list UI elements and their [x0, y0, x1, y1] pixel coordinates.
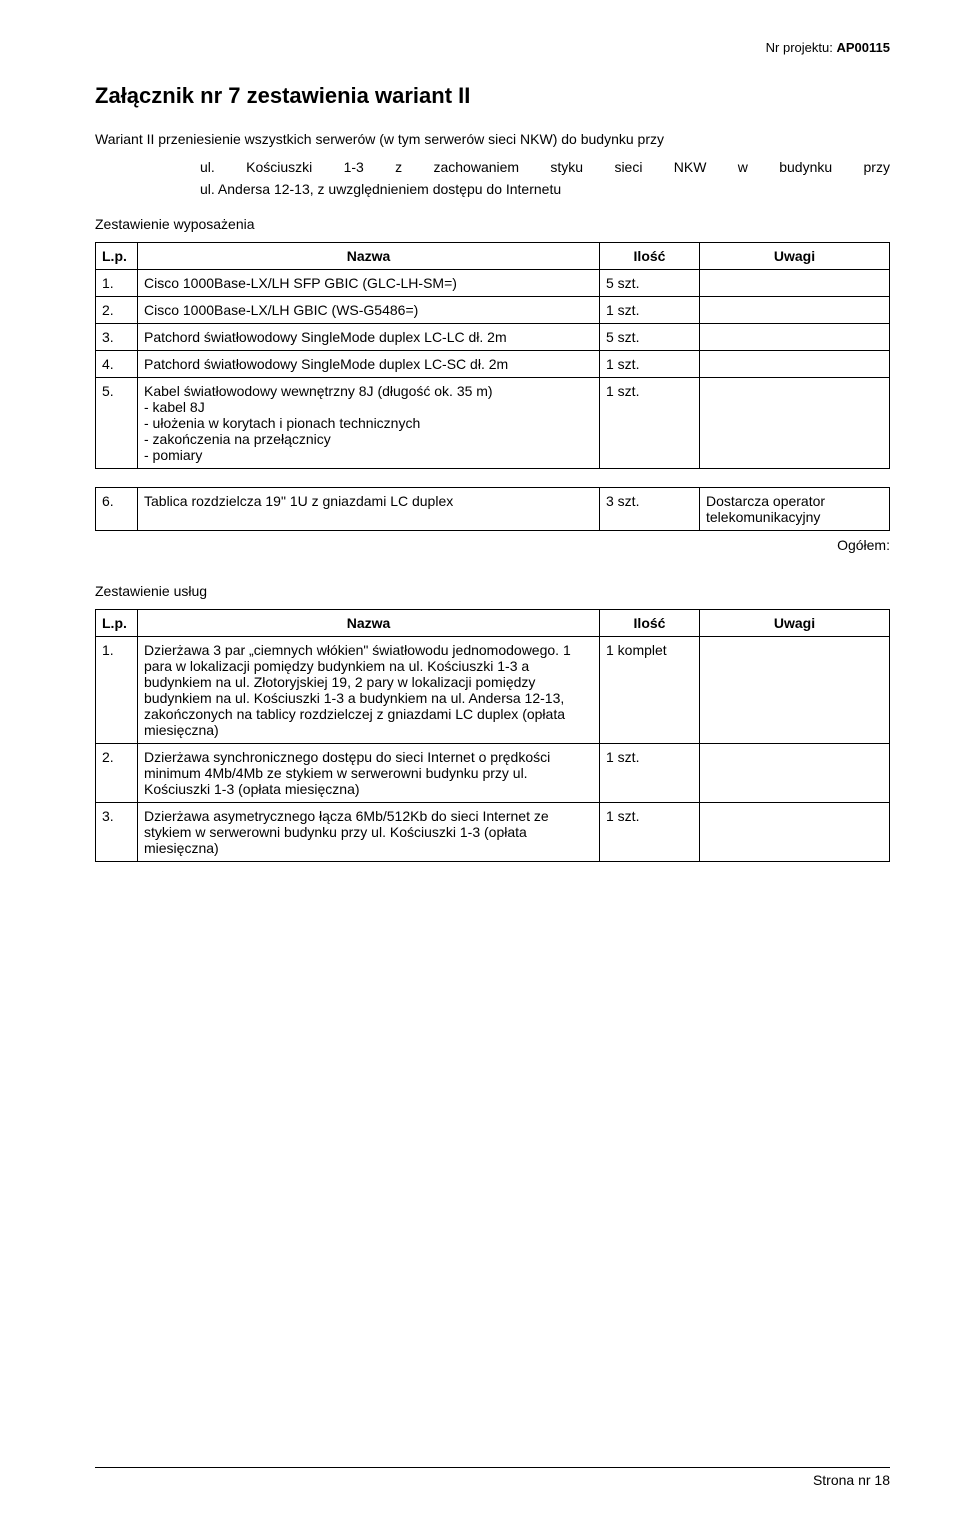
cell-uwagi — [700, 744, 890, 803]
cell-lp: 2. — [96, 744, 138, 803]
cell-lp: 2. — [96, 297, 138, 324]
section-heading-services: Zestawienie usług — [95, 583, 890, 599]
table-row: 6.Tablica rozdzielcza 19" 1U z gniazdami… — [96, 488, 890, 531]
intro-indent: ul.Kościuszki1-3zzachowaniemstykusieciNK… — [200, 157, 890, 200]
cell-ilosc: 3 szt. — [600, 488, 700, 531]
cell-ilosc: 1 szt. — [600, 297, 700, 324]
cell-lp: 3. — [96, 324, 138, 351]
page: Nr projektu: AP00115 Załącznik nr 7 zest… — [0, 0, 960, 1518]
cell-uwagi — [700, 297, 890, 324]
cell-nazwa: Cisco 1000Base-LX/LH SFP GBIC (GLC-LH-SM… — [138, 270, 600, 297]
cell-lp: 1. — [96, 270, 138, 297]
col-uwagi: Uwagi — [700, 243, 890, 270]
services-table: L.p. Nazwa Ilość Uwagi 1.Dzierżawa 3 par… — [95, 609, 890, 862]
page-footer: Strona nr 18 — [95, 1467, 890, 1488]
table-header-row: L.p. Nazwa Ilość Uwagi — [96, 610, 890, 637]
cell-lp: 3. — [96, 803, 138, 862]
table-row: 1.Dzierżawa 3 par „ciemnych włókien" świ… — [96, 637, 890, 744]
cell-lp: 1. — [96, 637, 138, 744]
cell-nazwa: Kabel światłowodowy wewnętrzny 8J (długo… — [138, 378, 600, 469]
col-ilosc: Ilość — [600, 610, 700, 637]
cell-nazwa: Patchord światłowodowy SingleMode duplex… — [138, 324, 600, 351]
page-number: Strona nr 18 — [813, 1472, 890, 1488]
equipment-table-extra: 6.Tablica rozdzielcza 19" 1U z gniazdami… — [95, 487, 890, 531]
project-number-value: AP00115 — [837, 40, 891, 55]
cell-uwagi — [700, 351, 890, 378]
cell-nazwa: Tablica rozdzielcza 19" 1U z gniazdami L… — [138, 488, 600, 531]
project-number-header: Nr projektu: AP00115 — [95, 40, 890, 55]
cell-nazwa: Patchord światłowodowy SingleMode duplex… — [138, 351, 600, 378]
cell-uwagi — [700, 270, 890, 297]
cell-lp: 6. — [96, 488, 138, 531]
cell-uwagi: Dostarcza operator telekomunikacyjny — [700, 488, 890, 531]
col-lp: L.p. — [96, 243, 138, 270]
cell-ilosc: 1 komplet — [600, 637, 700, 744]
table-row: 4.Patchord światłowodowy SingleMode dupl… — [96, 351, 890, 378]
cell-nazwa: Cisco 1000Base-LX/LH GBIC (WS-G5486=) — [138, 297, 600, 324]
page-title: Załącznik nr 7 zestawienia wariant II — [95, 83, 890, 109]
table-row: 2.Cisco 1000Base-LX/LH GBIC (WS-G5486=)1… — [96, 297, 890, 324]
col-ilosc: Ilość — [600, 243, 700, 270]
equipment-table: L.p. Nazwa Ilość Uwagi 1.Cisco 1000Base-… — [95, 242, 890, 469]
cell-ilosc: 1 szt. — [600, 378, 700, 469]
cell-ilosc: 1 szt. — [600, 351, 700, 378]
col-lp: L.p. — [96, 610, 138, 637]
table-row: 1.Cisco 1000Base-LX/LH SFP GBIC (GLC-LH-… — [96, 270, 890, 297]
cell-ilosc: 5 szt. — [600, 270, 700, 297]
section-heading-equipment: Zestawienie wyposażenia — [95, 216, 890, 232]
cell-uwagi — [700, 803, 890, 862]
table-row: 5.Kabel światłowodowy wewnętrzny 8J (dłu… — [96, 378, 890, 469]
col-nazwa: Nazwa — [138, 610, 600, 637]
cell-uwagi — [700, 324, 890, 351]
intro-indent-line2: ul. Andersa 12-13, z uwzględnieniem dost… — [200, 179, 890, 201]
cell-uwagi — [700, 378, 890, 469]
cell-ilosc: 5 szt. — [600, 324, 700, 351]
cell-ilosc: 1 szt. — [600, 744, 700, 803]
table-row: 2.Dzierżawa synchronicznego dostępu do s… — [96, 744, 890, 803]
intro-paragraph: Wariant II przeniesienie wszystkich serw… — [95, 131, 890, 147]
cell-ilosc: 1 szt. — [600, 803, 700, 862]
project-number-label: Nr projektu: — [766, 40, 833, 55]
cell-uwagi — [700, 637, 890, 744]
cell-nazwa: Dzierżawa 3 par „ciemnych włókien" świat… — [138, 637, 600, 744]
cell-lp: 4. — [96, 351, 138, 378]
intro-indent-line1: ul.Kościuszki1-3zzachowaniemstykusieciNK… — [200, 157, 890, 179]
col-nazwa: Nazwa — [138, 243, 600, 270]
cell-nazwa: Dzierżawa asymetrycznego łącza 6Mb/512Kb… — [138, 803, 600, 862]
table-row: 3.Patchord światłowodowy SingleMode dupl… — [96, 324, 890, 351]
cell-lp: 5. — [96, 378, 138, 469]
total-label: Ogółem: — [95, 537, 890, 553]
cell-nazwa: Dzierżawa synchronicznego dostępu do sie… — [138, 744, 600, 803]
table-header-row: L.p. Nazwa Ilość Uwagi — [96, 243, 890, 270]
table-row: 3.Dzierżawa asymetrycznego łącza 6Mb/512… — [96, 803, 890, 862]
col-uwagi: Uwagi — [700, 610, 890, 637]
